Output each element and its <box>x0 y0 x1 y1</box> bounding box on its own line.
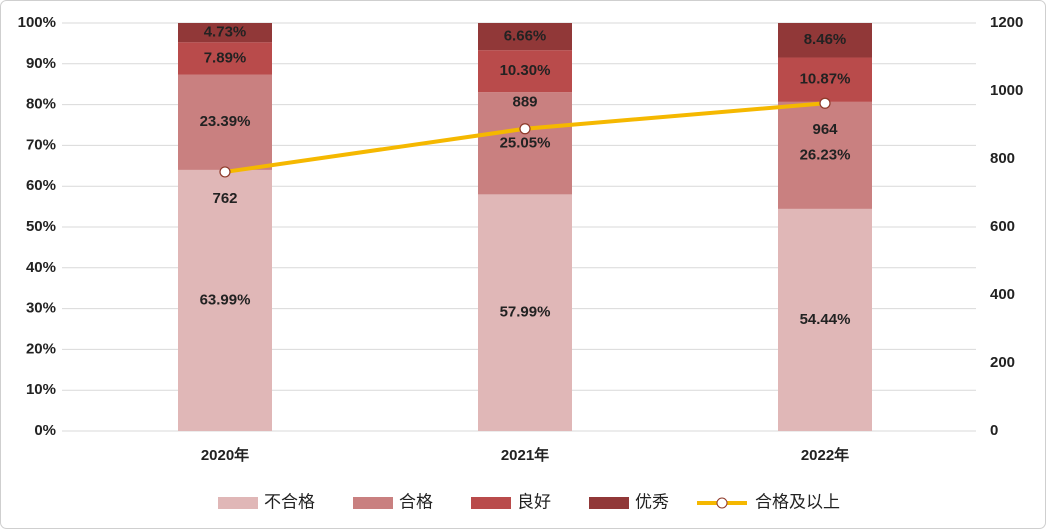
data-label: 7.89% <box>204 49 247 66</box>
y-tick-label: 70% <box>26 136 56 153</box>
data-label: 964 <box>812 121 838 138</box>
bar-segment <box>778 208 872 431</box>
legend-label: 合格及以上 <box>755 492 840 511</box>
legend-swatch <box>716 497 728 509</box>
data-label: 10.30% <box>500 62 551 79</box>
legend-swatch <box>353 497 393 509</box>
y2-tick-label: 0 <box>990 422 998 439</box>
data-label: 63.99% <box>200 291 251 308</box>
y-tick-label: 40% <box>26 259 56 276</box>
bar-segment <box>778 23 872 58</box>
y-tick-label: 80% <box>26 96 56 113</box>
bar-segment <box>778 101 872 209</box>
data-label: 10.87% <box>800 71 851 88</box>
data-label: 4.73% <box>204 24 247 41</box>
bar-segment <box>478 23 572 51</box>
legend-label: 合格 <box>399 492 433 511</box>
data-label: 8.46% <box>804 31 847 48</box>
legend-label: 不合格 <box>264 492 315 511</box>
data-label: 762 <box>212 190 237 207</box>
y-tick-label: 20% <box>26 340 56 357</box>
legend-label: 良好 <box>517 492 551 511</box>
y-tick-label: 50% <box>26 218 56 235</box>
y2-tick-label: 200 <box>990 354 1015 371</box>
bar-segment <box>178 169 272 431</box>
bar-segment <box>778 57 872 102</box>
data-label: 23.39% <box>200 113 251 130</box>
line-marker <box>519 123 531 135</box>
x-tick-label: 2021年 <box>501 446 549 464</box>
data-label: 25.05% <box>500 134 551 151</box>
bar-segment <box>478 92 572 195</box>
legend-swatch <box>471 497 511 509</box>
line-marker <box>219 166 231 178</box>
y-tick-label: 60% <box>26 177 56 194</box>
y-tick-label: 90% <box>26 55 56 72</box>
data-label: 6.66% <box>504 28 547 45</box>
data-label: 889 <box>512 94 537 111</box>
y-tick-label: 100% <box>18 14 56 31</box>
legend-swatch <box>589 497 629 509</box>
bar-segment <box>478 194 572 431</box>
y-tick-label: 30% <box>26 300 56 317</box>
y-tick-label: 10% <box>26 381 56 398</box>
y2-tick-label: 600 <box>990 218 1015 235</box>
bar-segment <box>178 23 272 43</box>
x-tick-label: 2020年 <box>201 446 249 464</box>
y2-tick-label: 1200 <box>990 14 1023 31</box>
y2-tick-label: 800 <box>990 150 1015 167</box>
x-tick-label: 2022年 <box>801 446 849 464</box>
data-label: 57.99% <box>500 304 551 321</box>
y2-tick-label: 1000 <box>990 82 1023 99</box>
data-label: 26.23% <box>800 146 851 163</box>
bar-segment <box>178 74 272 170</box>
legend-label: 优秀 <box>635 492 669 511</box>
y2-tick-label: 400 <box>990 286 1015 303</box>
bar-segment <box>478 50 572 93</box>
line-marker <box>819 97 831 109</box>
data-label: 54.44% <box>800 311 851 328</box>
y-tick-label: 0% <box>34 422 56 439</box>
legend-swatch <box>218 497 258 509</box>
bar-segment <box>178 42 272 75</box>
